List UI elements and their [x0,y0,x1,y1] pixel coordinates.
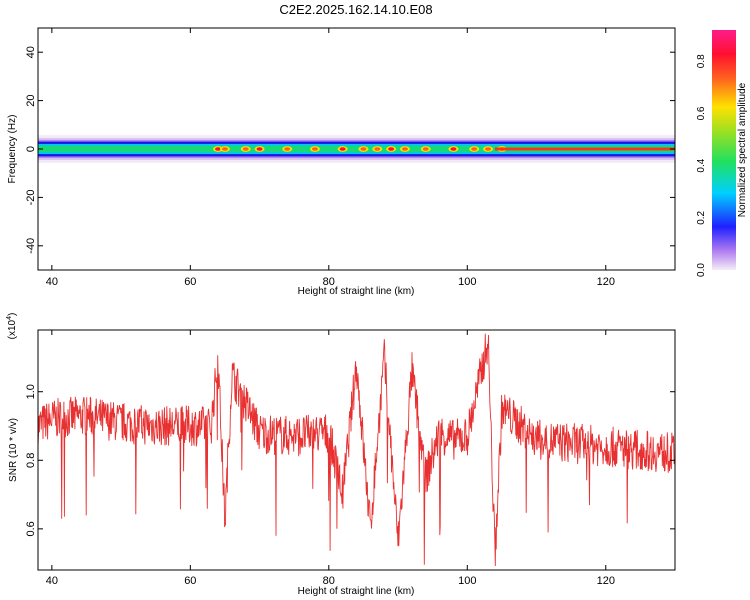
spectrogram-hotspot [401,147,408,151]
snr-x-tick-label: 100 [458,575,476,587]
spectrogram-y-tick-label: -20 [25,189,37,205]
colorbar-gradient [712,30,736,270]
snr-x-tick-label: 80 [323,575,335,587]
spectrogram-x-tick-label: 80 [323,276,335,288]
snr-x-tick-label: 60 [184,575,196,587]
spectrogram-hotspot [242,147,249,151]
spectrogram-ticks: 40 60 80 100 120 -40 -20 0 20 40 [25,28,675,288]
spectrogram-hotspot [256,147,263,151]
colorbar-tick-label: 0.0 [696,263,707,277]
snr-y-tick-label: 0.6 [25,521,37,536]
spectrogram-x-tick-label: 60 [184,276,196,288]
colorbar: 0.0 0.2 0.4 0.6 0.8 Normalized spectral ampl… [696,30,748,277]
spectrogram-hotspot [311,147,318,151]
spectrogram-y-tick-label: 40 [25,46,37,58]
spectrogram-band-layer [38,145,675,153]
spectrogram-hotspot [422,147,429,151]
spectrogram-frame [37,27,676,271]
spectrogram-hotspot [471,147,478,151]
spectrogram-x-tick-label: 120 [597,276,615,288]
spectrogram-y-tick-label: -40 [25,238,37,254]
snr-y-tick-label: 0.8 [25,453,37,468]
snr-x-axis-label: Height of straight line (km) [298,586,415,597]
colorbar-ticks: 0.0 0.2 0.4 0.6 0.8 [696,54,707,277]
spectrogram-x-axis-label: Height of straight line (km) [298,286,415,297]
spectrogram-y-tick-label: 0 [25,146,37,152]
chart-title: C2E2.2025.162.14.10.E08 [279,2,432,17]
snr-y-axis-label: SNR (10 * v/v) [8,418,19,482]
snr-x-tick-label: 40 [46,575,58,587]
spectrogram-y-axis-label: Frequency (Hz) [7,115,18,184]
colorbar-tick-label: 0.8 [696,54,707,68]
spectrogram-hotspot [221,147,228,151]
snr-ticks: 40 60 80 100 120 0.6 0.8 1.0 [25,330,675,587]
spectrogram-hotspot [339,147,346,151]
spectrogram-x-tick-label: 100 [458,276,476,288]
snr-frame [37,329,676,571]
colorbar-tick-label: 0.2 [696,210,707,224]
snr-x-tick-label: 120 [597,575,615,587]
spectrogram-hotspot [388,147,395,151]
spectrogram-peak-line [494,147,675,151]
snr-series-line [38,333,675,567]
snr-panel: 40 60 80 100 120 0.6 0.8 1.0 Height of straight… [6,313,676,597]
colorbar-label: Normalized spectral amplitude [737,82,748,217]
svg-text:(x104): (x104) [6,313,18,340]
spectrogram-panel: 40 60 80 100 120 -40 -20 0 20 40 Height of straig… [7,27,676,297]
spectrogram-hotspot [374,147,381,151]
spectrogram-x-tick-label: 40 [46,276,58,288]
spectrogram-hotspot [215,147,222,151]
spectrogram-hotspot [450,147,457,151]
spectrogram-hotspot [360,147,367,151]
colorbar-tick-label: 0.6 [696,106,707,120]
colorbar-tick-label: 0.4 [696,158,707,172]
spectrogram-band [38,135,675,163]
snr-y-tick-label: 1.0 [25,384,37,399]
spectrogram-hotspot [284,147,291,151]
snr-multiplier: (x104) [6,313,18,340]
spectrogram-y-tick-label: 20 [25,94,37,106]
spectrogram-hotspot [485,147,492,151]
